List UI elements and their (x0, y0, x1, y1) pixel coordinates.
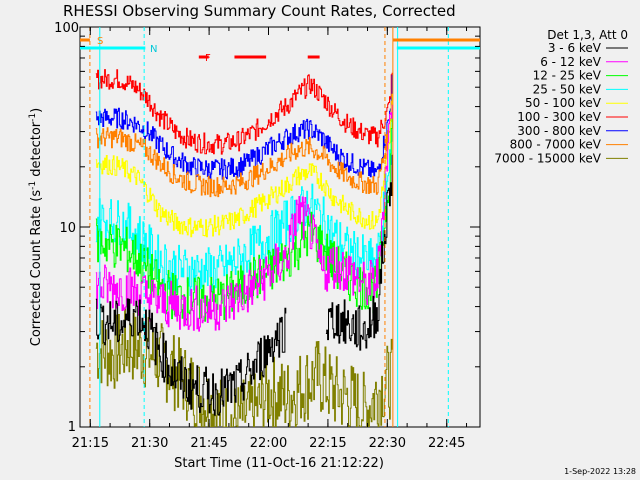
y-tick-label-10: 10 (59, 221, 76, 236)
x-tick-label: 22:15 (309, 436, 346, 451)
plot-area (79, 26, 481, 428)
x-axis-label: Start Time (11-Oct-16 21:12:22) (174, 456, 384, 471)
series-line (95, 104, 393, 332)
series-line (95, 93, 393, 238)
series-line (95, 74, 393, 180)
x-tick-label: 21:45 (190, 436, 227, 451)
legend-label: 50 - 100 keV (525, 96, 602, 110)
legend-label: 800 - 7000 keV (510, 138, 602, 152)
legend-label: 300 - 800 keV (517, 124, 601, 138)
flag-f-label: F (205, 53, 211, 64)
y-tick-label-100: 100 (54, 21, 79, 36)
legend-header: Det 1,3, Att 0 (547, 28, 628, 42)
x-tick-label: 22:45 (428, 436, 465, 451)
flag-n-label: N (150, 44, 157, 55)
x-tick-label: 21:15 (72, 436, 109, 451)
x-tick-label: 21:30 (131, 436, 168, 451)
y-tick-label-1: 1 (68, 420, 76, 435)
footer-timestamp: 1-Sep-2022 13:28 (564, 467, 636, 476)
legend-label: 25 - 50 keV (533, 82, 602, 96)
chart-title: RHESSI Observing Summary Count Rates, Co… (63, 2, 456, 20)
x-tick-label: 22:00 (250, 436, 287, 451)
legend-label: 12 - 25 keV (533, 69, 602, 83)
series-line (95, 69, 393, 155)
legend-label: 7000 - 15000 keV (494, 151, 601, 165)
y-axis-label: Corrected Count Rate (s-1 detector-1) (28, 108, 44, 346)
series-line (95, 96, 393, 198)
series-line (95, 154, 393, 416)
x-tick-label: 22:30 (369, 436, 406, 451)
legend-label: 3 - 6 keV (548, 41, 602, 55)
flag-s-label: S (97, 36, 103, 47)
legend-label: 6 - 12 keV (540, 55, 602, 69)
legend-label: 100 - 300 keV (517, 110, 601, 124)
